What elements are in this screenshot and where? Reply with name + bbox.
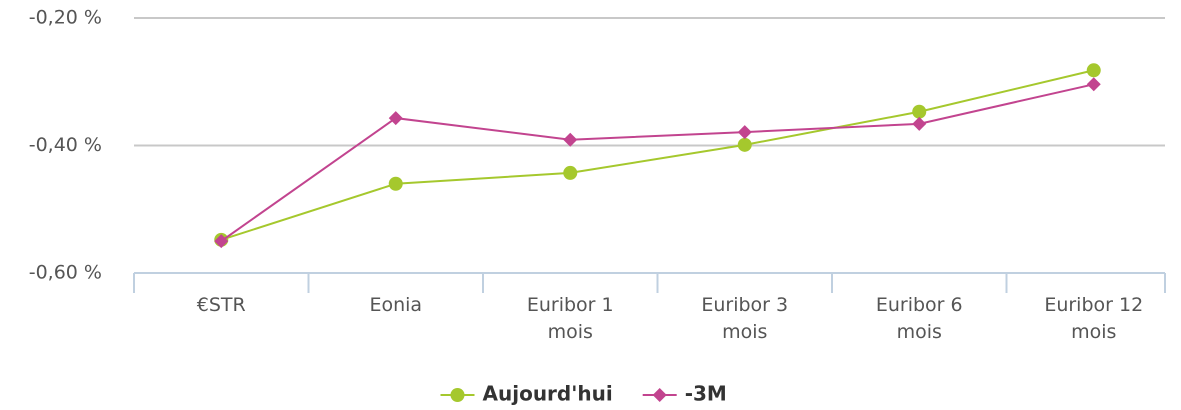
y-tick-label: -0,40 % — [29, 134, 102, 156]
x-tick-label: Euribor 12 mois — [1044, 294, 1144, 343]
point — [652, 388, 667, 402]
x-tick-label: Euribor 6 mois — [875, 294, 963, 343]
legend-label: -3M — [685, 382, 727, 406]
x-tick-label: Eonia — [369, 294, 423, 316]
x-tick-label: €STR — [196, 294, 246, 316]
point — [1086, 63, 1101, 78]
legend-label: Aujourd'hui — [483, 382, 613, 406]
point — [214, 234, 229, 249]
point — [563, 132, 578, 147]
y-tick-label: -0,20 % — [29, 7, 102, 29]
line — [220, 83, 1094, 242]
point — [737, 125, 752, 140]
point — [1086, 77, 1101, 92]
point — [450, 388, 465, 402]
point — [737, 137, 752, 152]
point — [388, 111, 403, 126]
x-tick-label: Euribor 3 mois — [701, 294, 789, 343]
point — [912, 116, 927, 131]
line — [220, 69, 1094, 241]
x-tick-label: Euribor 1 mois — [526, 294, 614, 343]
point — [563, 165, 578, 180]
point — [912, 104, 927, 119]
y-tick-label: -0,60 % — [29, 262, 102, 284]
point — [388, 176, 403, 191]
